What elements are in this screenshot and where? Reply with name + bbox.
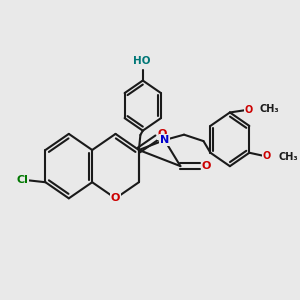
Text: CH₃: CH₃ — [260, 104, 280, 114]
Text: O: O — [262, 151, 271, 161]
Text: O: O — [111, 193, 120, 203]
Text: O: O — [202, 161, 211, 171]
Text: Cl: Cl — [17, 176, 28, 185]
Text: HO: HO — [134, 56, 151, 66]
Text: O: O — [244, 105, 253, 115]
Text: N: N — [160, 135, 169, 145]
Text: CH₃: CH₃ — [278, 152, 298, 162]
Text: O: O — [158, 129, 167, 139]
